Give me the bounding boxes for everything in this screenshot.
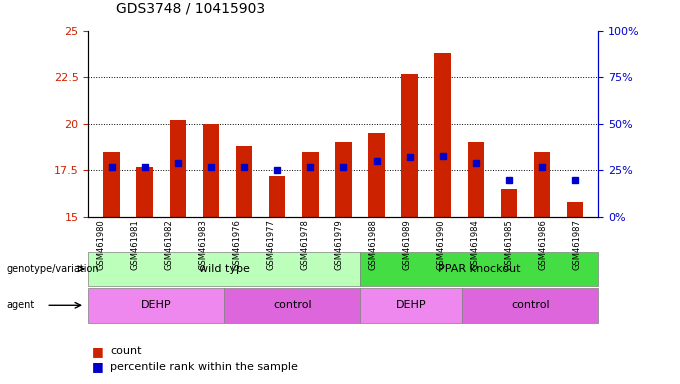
Text: GSM461981: GSM461981 [131, 219, 139, 270]
Text: GSM461976: GSM461976 [233, 219, 241, 270]
Bar [302, 152, 318, 217]
Text: GSM461978: GSM461978 [301, 219, 309, 270]
Text: GSM461983: GSM461983 [199, 219, 207, 270]
Bar [335, 142, 352, 217]
Text: genotype/variation: genotype/variation [7, 264, 99, 274]
Text: ■: ■ [92, 345, 103, 358]
Bar [435, 53, 451, 217]
Bar [468, 142, 484, 217]
Text: GSM461986: GSM461986 [539, 219, 547, 270]
Bar [103, 152, 120, 217]
Text: GSM461985: GSM461985 [505, 219, 513, 270]
Bar [236, 146, 252, 217]
Bar [169, 120, 186, 217]
Text: GSM461977: GSM461977 [267, 219, 275, 270]
Text: GSM461987: GSM461987 [573, 219, 581, 270]
Text: GSM461988: GSM461988 [369, 219, 377, 270]
Bar [203, 124, 219, 217]
Text: GDS3748 / 10415903: GDS3748 / 10415903 [116, 2, 265, 15]
Text: agent: agent [7, 300, 35, 310]
Text: PPAR knockout: PPAR knockout [438, 264, 521, 274]
Text: GSM461979: GSM461979 [335, 219, 343, 270]
Text: control: control [511, 300, 549, 310]
Text: GSM461989: GSM461989 [403, 219, 411, 270]
Text: DEHP: DEHP [141, 300, 172, 310]
Text: GSM461984: GSM461984 [471, 219, 479, 270]
Text: ■: ■ [92, 360, 103, 373]
Bar [369, 133, 385, 217]
Bar [401, 74, 418, 217]
Text: GSM461980: GSM461980 [97, 219, 105, 270]
Text: GSM461982: GSM461982 [165, 219, 173, 270]
Text: GSM461990: GSM461990 [437, 219, 445, 270]
Bar [534, 152, 550, 217]
Text: count: count [110, 346, 141, 356]
Bar [137, 167, 153, 217]
Text: wild type: wild type [199, 264, 250, 274]
Text: percentile rank within the sample: percentile rank within the sample [110, 362, 298, 372]
Text: control: control [273, 300, 311, 310]
Bar [567, 202, 583, 217]
Bar [500, 189, 517, 217]
Text: DEHP: DEHP [396, 300, 427, 310]
Bar [269, 176, 286, 217]
